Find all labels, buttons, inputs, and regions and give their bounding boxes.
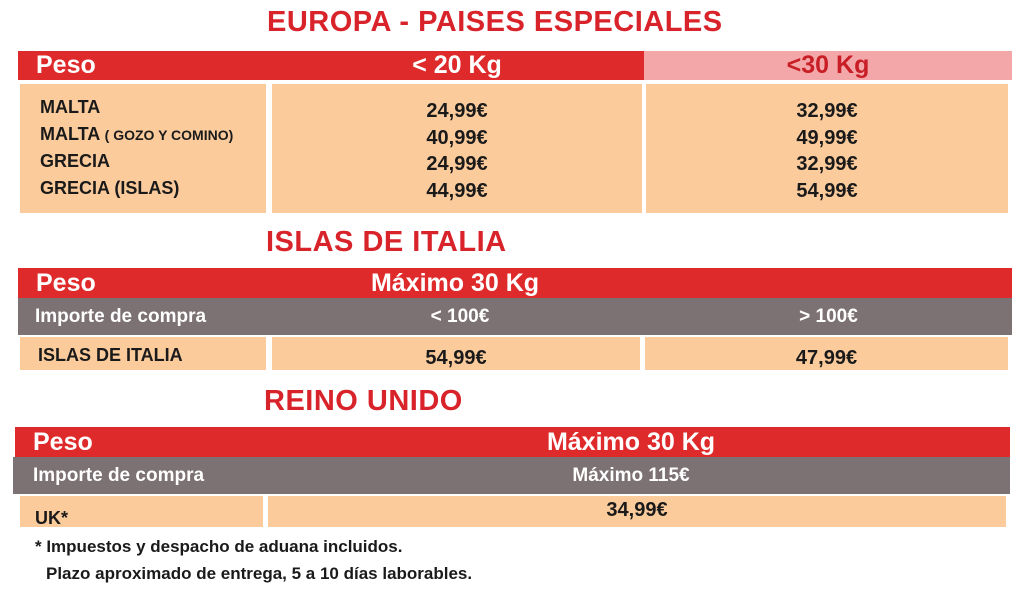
price-cell: 44,99€ bbox=[426, 179, 488, 202]
reino-unido-title: REINO UNIDO bbox=[264, 385, 463, 417]
max-weight-header: Máximo 30 Kg bbox=[546, 427, 716, 456]
importe-col-1: < 100€ bbox=[430, 305, 490, 327]
price-20-column: 24,99€ 40,99€ 24,99€ 44,99€ bbox=[272, 84, 642, 213]
peso-header: Peso bbox=[18, 268, 1012, 298]
footnote-line-1: * Impuestos y despacho de aduana incluid… bbox=[35, 537, 403, 556]
peso-label: Peso bbox=[36, 51, 96, 79]
italy-label-cell: ISLAS DE ITALIA bbox=[20, 337, 266, 370]
importe-label: Importe de compra bbox=[35, 305, 207, 327]
max-weight-header: Máximo 30 Kg bbox=[370, 268, 540, 297]
uk-price: 34,99€ bbox=[268, 496, 1006, 527]
price-cell: 32,99€ bbox=[796, 100, 858, 122]
peso-label: Peso bbox=[33, 427, 93, 456]
price-cell: 49,99€ bbox=[796, 126, 858, 149]
importe-max: Máximo 115€ bbox=[572, 464, 690, 486]
list-item: MALTA bbox=[40, 97, 101, 117]
price-cell: 24,99€ bbox=[426, 100, 488, 122]
islas-italia-title: ISLAS DE ITALIA bbox=[266, 226, 507, 258]
price-cell: 54,99€ bbox=[796, 179, 858, 202]
price-cell: 32,99€ bbox=[796, 153, 858, 175]
list-item: MALTA ( GOZO Y COMINO) bbox=[40, 123, 234, 144]
importe-label: Importe de compra bbox=[33, 464, 205, 486]
importe-row: Importe de compra bbox=[13, 457, 1010, 494]
italy-price-2: 47,99€ bbox=[645, 337, 1008, 370]
price-30-column: 32,99€ 49,99€ 32,99€ 54,99€ bbox=[646, 84, 1008, 213]
footnote-line-2: Plazo aproximado de entrega, 5 a 10 días… bbox=[46, 564, 473, 583]
importe-row: Importe de compra bbox=[18, 298, 1012, 335]
country-list: MALTA MALTA ( GOZO Y COMINO) GRECIA GREC… bbox=[20, 84, 266, 213]
italy-price-1: 54,99€ bbox=[272, 337, 640, 370]
importe-col-2: > 100€ bbox=[799, 305, 858, 327]
peso-header: Peso bbox=[18, 51, 644, 80]
peso-header: Peso bbox=[15, 427, 1010, 457]
price-cell: 24,99€ bbox=[426, 153, 488, 175]
uk-label-cell: UK* bbox=[20, 496, 263, 528]
list-item: GRECIA (ISLAS) bbox=[40, 177, 180, 198]
price-cell: 40,99€ bbox=[426, 126, 488, 149]
list-item: GRECIA bbox=[40, 151, 111, 171]
europa-title: EUROPA - PAISES ESPECIALES bbox=[267, 6, 723, 38]
weight-30-header: <30 Kg bbox=[644, 51, 1012, 80]
weight-20-header: < 20 Kg bbox=[412, 51, 502, 79]
peso-label: Peso bbox=[36, 268, 96, 297]
